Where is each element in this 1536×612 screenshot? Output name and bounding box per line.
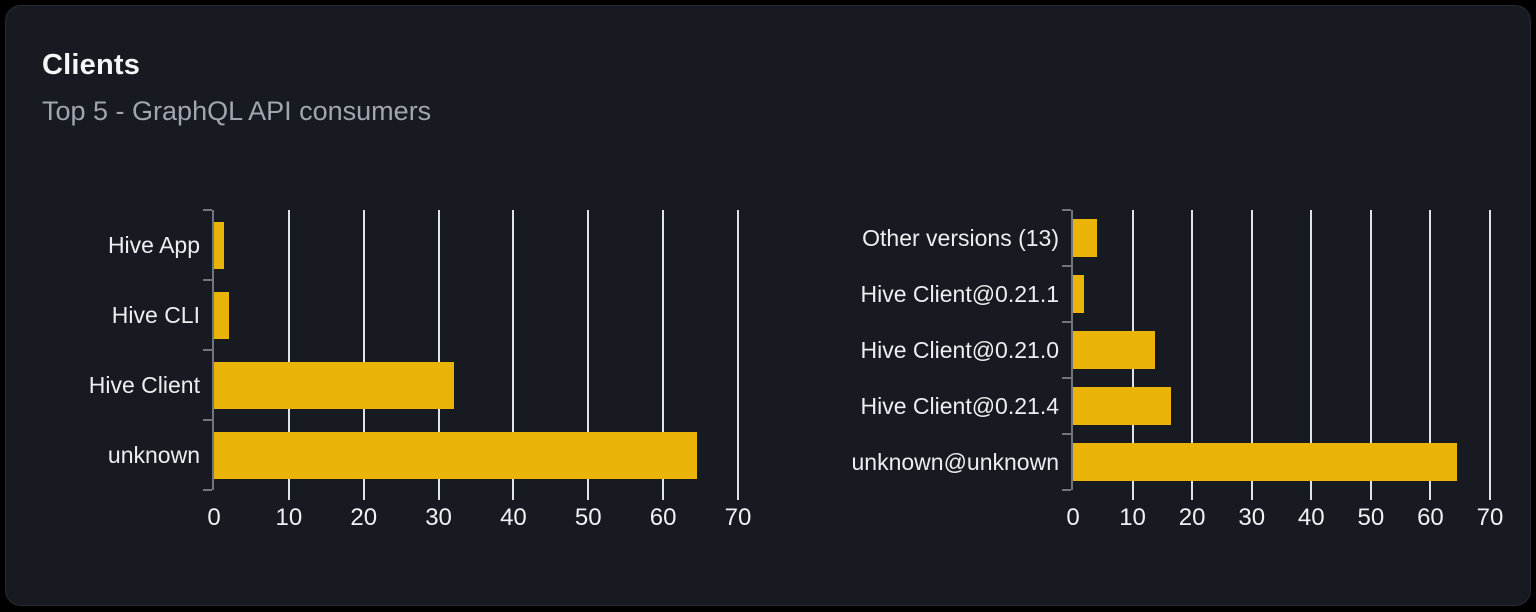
card-title: Clients — [42, 49, 141, 81]
card-subtitle: Top 5 - GraphQL API consumers — [42, 96, 432, 126]
clients-card — [5, 5, 1531, 606]
